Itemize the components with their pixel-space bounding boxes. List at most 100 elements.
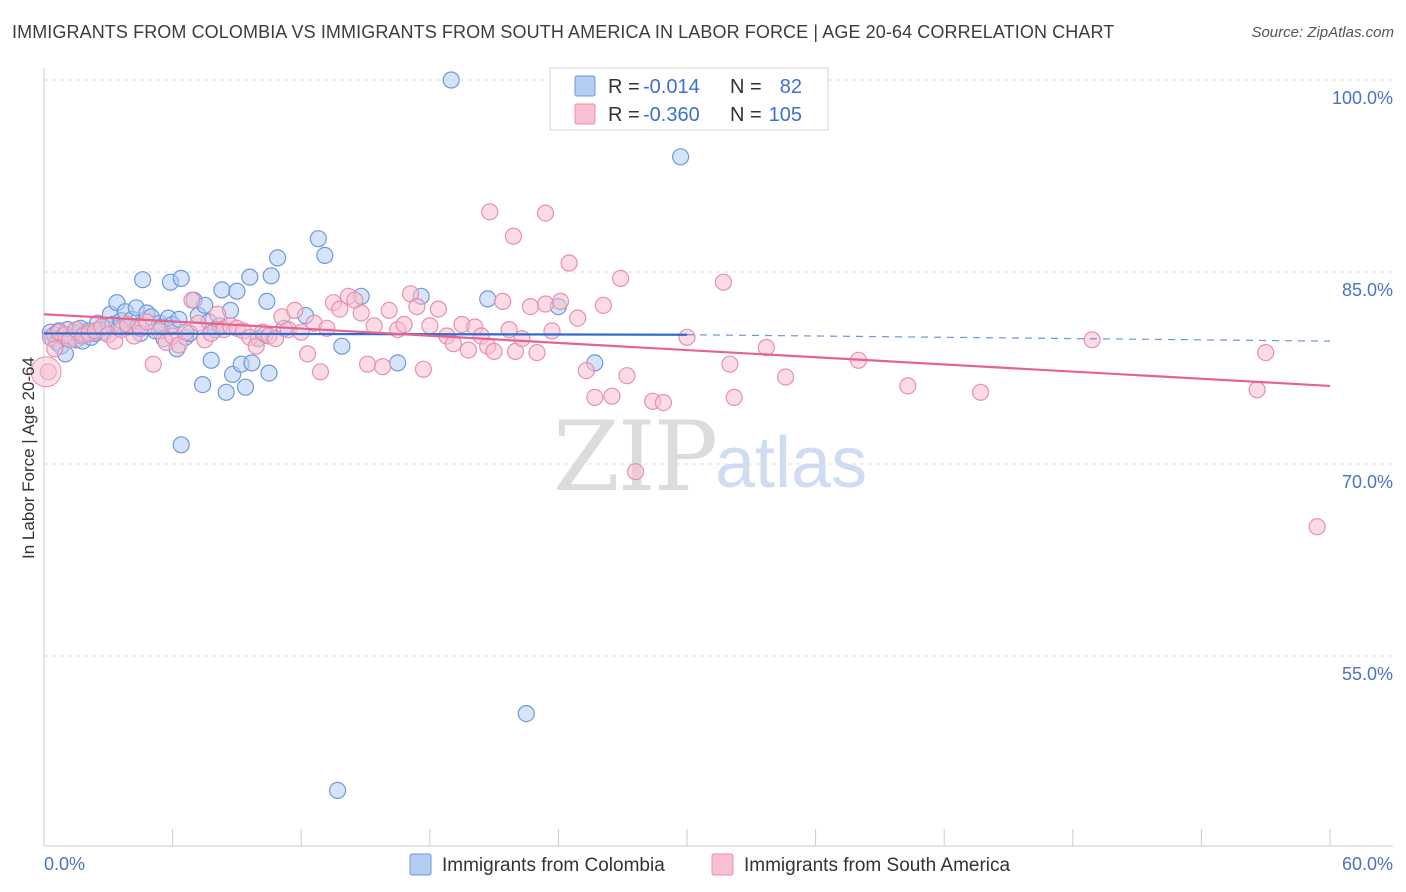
south-america-point-53	[374, 358, 392, 376]
watermark: ZIP atlas	[553, 401, 867, 513]
colombia-point-82	[479, 290, 497, 308]
south-america-point-100	[1248, 381, 1266, 399]
south-america-point-74	[521, 298, 540, 316]
south-america-point-61	[429, 300, 447, 318]
south-america-point-17	[138, 313, 156, 331]
south-america-point-65	[459, 341, 477, 359]
colombia-point-77	[333, 337, 351, 355]
south-america-point-85	[611, 269, 630, 287]
y-axis-label: In Labor Force | Age 20-64	[19, 357, 38, 559]
south-america-point-81	[577, 362, 595, 380]
south-america-point-102	[1308, 518, 1326, 536]
south-america-point-23	[176, 323, 195, 341]
colombia-point-64	[236, 378, 255, 396]
x-tick-label-min: 0.0%	[44, 854, 85, 874]
south-america-point-105	[536, 204, 555, 222]
south-america-point-103	[481, 203, 499, 221]
series-south-america-points	[30, 203, 1326, 536]
legend-r-value-2: -0.360	[643, 104, 700, 126]
south-america-point-58	[408, 298, 426, 316]
bottom-legend-swatch-colombia	[409, 853, 432, 876]
south-america-point-50	[352, 304, 370, 322]
south-america-point-47	[331, 300, 349, 318]
colombia-point-52	[194, 376, 212, 394]
south-america-point-40	[286, 301, 304, 319]
south-america-point-2	[46, 340, 64, 358]
south-america-point-28	[209, 305, 227, 323]
axes	[43, 68, 1393, 847]
south-america-point-99	[1083, 331, 1101, 349]
south-america-point-63	[444, 335, 462, 353]
colombia-point-81	[442, 71, 460, 89]
y-tick-label-100: 100.0%	[1332, 88, 1393, 108]
bottom-legend-swatch-south-america	[711, 853, 734, 876]
south-america-point-89	[654, 394, 673, 412]
trend-line-colombia	[43, 332, 688, 336]
colombia-point-76	[316, 246, 334, 264]
south-america-point-73	[513, 330, 531, 348]
trend-line-south-america	[43, 313, 1331, 388]
legend-swatch-south-america	[574, 103, 596, 125]
y-tick-label-55: 55.0%	[1342, 664, 1393, 684]
legend-box	[549, 67, 829, 131]
south-america-point-86	[618, 367, 636, 385]
y-tick-label-70: 70.0%	[1342, 472, 1393, 492]
colombia-point-88	[329, 781, 347, 800]
colombia-point-55	[202, 351, 220, 369]
trend-lines	[43, 313, 1331, 388]
watermark-zip: ZIP	[553, 401, 716, 513]
colombia-point-85	[671, 148, 690, 166]
legend-n-label-1: N =	[730, 76, 762, 98]
legend-r-label-2: R =	[608, 104, 640, 126]
south-america-point-77	[543, 322, 561, 340]
colombia-point-47	[172, 269, 190, 287]
legend-n-value-1: 82	[780, 76, 802, 98]
colombia-point-70	[260, 364, 278, 382]
south-america-point-78	[551, 292, 570, 310]
watermark-atlas: atlas	[715, 423, 867, 503]
colombia-point-62	[228, 282, 246, 300]
chart-title: IMMIGRANTS FROM COLOMBIA VS IMMIGRANTS F…	[12, 22, 1115, 42]
south-america-point-60	[421, 317, 439, 335]
south-america-point-54	[380, 301, 398, 319]
south-america-point-104	[504, 227, 523, 245]
colombia-point-86	[172, 436, 190, 454]
south-america-point-84	[603, 387, 621, 405]
south-america-point-59	[414, 360, 432, 378]
colombia-point-87	[517, 704, 535, 723]
south-america-point-93	[725, 388, 743, 406]
south-america-point-cluster	[30, 356, 62, 388]
south-america-point-80	[569, 309, 587, 327]
south-america-point-83	[594, 296, 613, 314]
south-america-point-91	[714, 273, 733, 291]
south-america-point-79	[560, 254, 578, 272]
south-america-point-34	[247, 337, 265, 355]
south-america-point-98	[971, 383, 990, 401]
south-america-point-92	[721, 355, 739, 373]
south-america-point-97	[899, 377, 917, 395]
y-tick-labels: 55.0% 70.0% 85.0% 100.0%	[1332, 88, 1393, 684]
colombia-point-66	[243, 354, 261, 372]
colombia-point-35	[134, 271, 152, 289]
colombia-point-75	[309, 230, 327, 248]
south-america-point-90	[678, 328, 696, 346]
colombia-point-69	[258, 292, 276, 310]
colombia-point-59	[217, 383, 235, 401]
south-america-point-51	[359, 355, 377, 373]
south-america-point-82	[586, 388, 604, 406]
south-america-point-76	[536, 295, 555, 313]
south-america-point-45	[318, 319, 336, 337]
legend-r-value-1: -0.014	[643, 76, 700, 98]
legend-r-label-1: R =	[608, 76, 640, 98]
colombia-point-58	[213, 281, 231, 299]
x-tick-label-max: 60.0%	[1342, 854, 1393, 874]
legend-swatch-colombia	[574, 75, 596, 97]
colombia-point-71	[262, 267, 280, 285]
source-credit: Source: ZipAtlas.com	[1251, 24, 1394, 41]
colombia-point-79	[389, 354, 407, 372]
stats-legend: R = -0.014 N = 82 R = -0.360 N = 105	[549, 67, 829, 131]
colombia-point-65	[241, 268, 259, 286]
south-america-point-44	[311, 363, 330, 381]
south-america-point-56	[395, 315, 413, 334]
trend-line-colombia-extrapolated	[686, 334, 1331, 342]
